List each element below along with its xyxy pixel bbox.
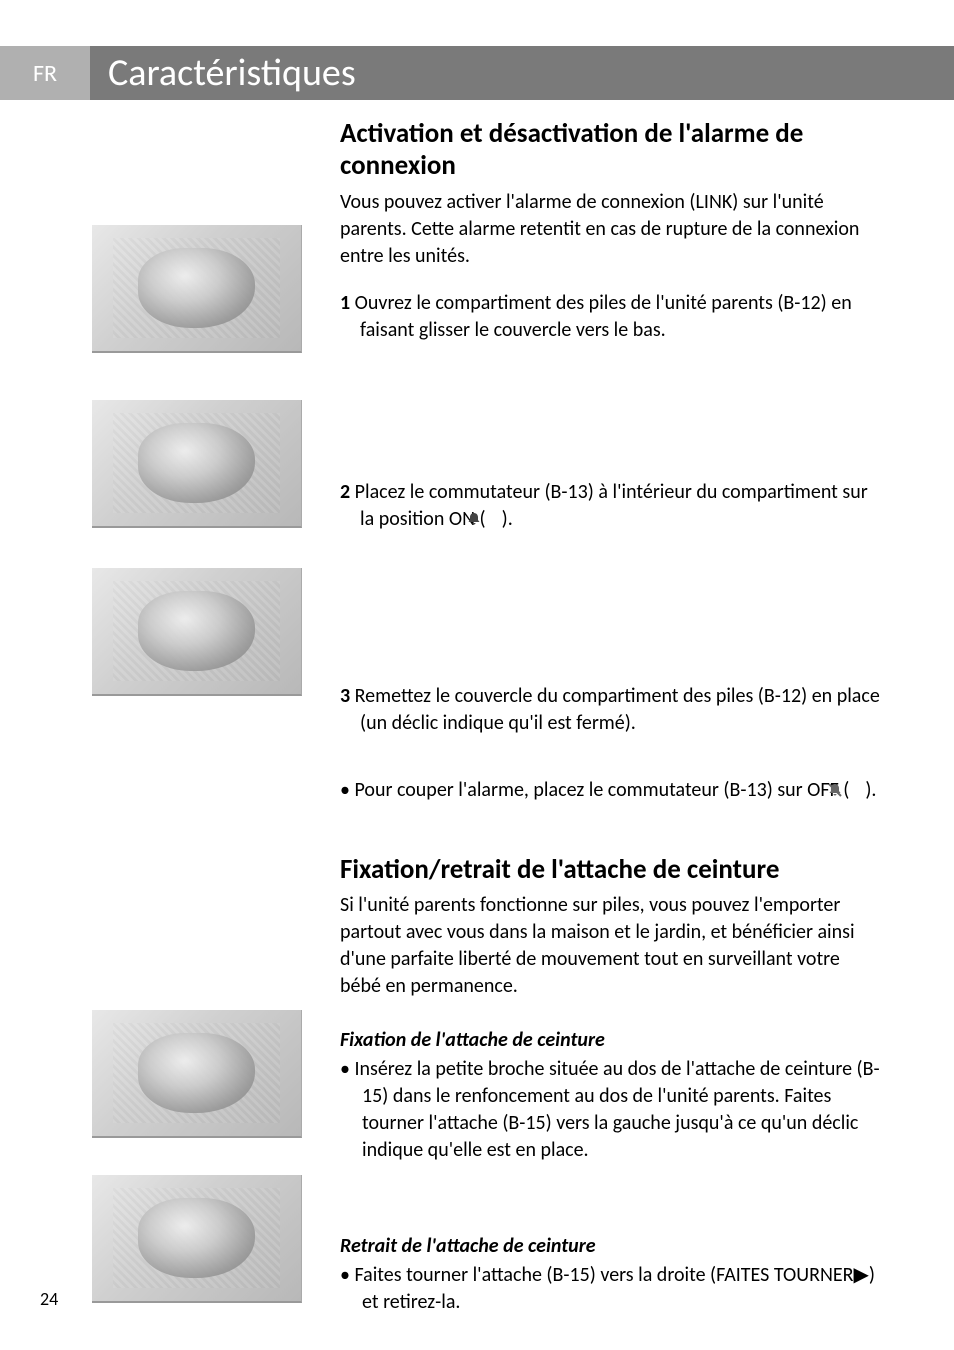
figure-step2	[92, 400, 302, 528]
step2-text-suffix: ).	[502, 507, 513, 531]
sub2-heading: Retrait de l'attache de ceinture	[340, 1234, 884, 1258]
section1-heading: Activation et désactivation de l'alarme …	[340, 118, 884, 183]
step3-number: 3	[340, 684, 350, 708]
page-title: Caractéristiques	[108, 50, 356, 96]
step1-text: Ouvrez le compartiment des piles de l'un…	[350, 291, 852, 342]
figure-attach	[92, 1010, 302, 1138]
figure-step1	[92, 225, 302, 353]
step1-number: 1	[340, 291, 350, 315]
bell-off-icon	[849, 779, 865, 795]
page-title-bar: Caractéristiques	[90, 46, 954, 100]
step2-number: 2	[340, 480, 350, 504]
sub1-heading: Fixation de l'attache de ceinture	[340, 1028, 884, 1052]
step2-text-prefix: Placez le commutateur (B-13) à l'intérie…	[350, 480, 868, 531]
bullet-suffix: ).	[865, 778, 876, 802]
page-number: 24	[40, 1288, 58, 1310]
section1-intro: Vous pouvez activer l'alarme de connexio…	[340, 189, 884, 270]
content-column: Activation et désactivation de l'alarme …	[340, 118, 884, 1328]
step3-text: Remettez le couvercle du compartiment de…	[350, 684, 880, 735]
bullet-prefix: • Pour couper l'alarme, placez le commut…	[340, 778, 849, 802]
language-tab: FR	[0, 46, 90, 100]
step2: 2 Placez le commutateur (B-13) à l'intér…	[340, 479, 884, 533]
step1: 1 Ouvrez le compartiment des piles de l'…	[340, 290, 884, 344]
section1-bullet: • Pour couper l'alarme, placez le commut…	[340, 777, 884, 804]
bell-icon	[486, 508, 502, 524]
sub1-bullet: • Insérez la petite broche située au dos…	[340, 1056, 884, 1164]
step3: 3 Remettez le couvercle du compartiment …	[340, 683, 884, 737]
section2-heading: Fixation/retrait de l'attache de ceintur…	[340, 854, 884, 886]
sub2-bullet: • Faites tourner l'attache (B-15) vers l…	[340, 1262, 884, 1316]
section2-intro: Si l'unité parents fonctionne sur piles,…	[340, 892, 884, 1000]
figure-detach	[92, 1175, 302, 1303]
figure-step3	[92, 568, 302, 696]
